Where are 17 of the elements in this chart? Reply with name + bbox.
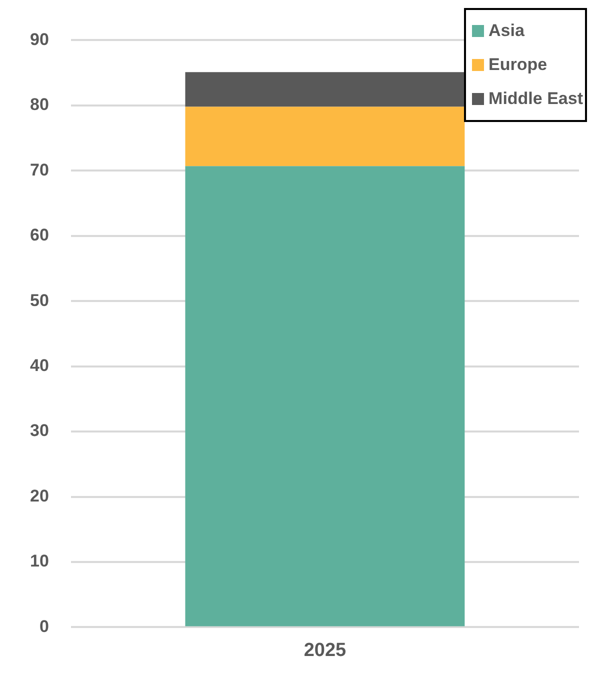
y-tick-label: 80: [30, 95, 49, 114]
y-tick-label: 70: [30, 160, 49, 180]
y-tick-label: 60: [30, 226, 49, 245]
legend-label: Europe: [488, 55, 548, 75]
bar: [185, 166, 465, 626]
bar: [185, 72, 465, 107]
y-tick-label: 0: [39, 616, 49, 636]
y-tick-label: 40: [30, 356, 49, 375]
y-tick-label: 10: [30, 552, 49, 571]
y-tick-label: 30: [30, 421, 49, 440]
y-tick-label: 50: [30, 290, 49, 310]
legend-label: Middle East: [488, 89, 583, 109]
legend-label: Asia: [488, 21, 524, 41]
bar: [185, 106, 465, 166]
y-tick-label: 90: [30, 30, 49, 49]
y-tick-label: 20: [30, 486, 49, 506]
x-tick-label: 2025: [304, 640, 347, 661]
